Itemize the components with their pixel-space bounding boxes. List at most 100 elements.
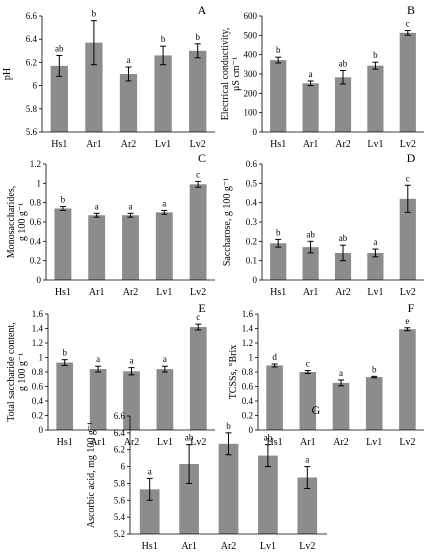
x-tick-label: Ar2 bbox=[333, 437, 349, 448]
bar-lv2 bbox=[297, 477, 318, 534]
bar-ar2 bbox=[332, 382, 350, 430]
significance-letter: a bbox=[127, 55, 131, 65]
y-tick-label: 5.4 bbox=[114, 512, 126, 522]
significance-letter: ab bbox=[185, 433, 194, 443]
bar-lv1 bbox=[154, 55, 172, 132]
panel-letter: A bbox=[198, 3, 207, 17]
x-tick-label: Hs1 bbox=[51, 139, 67, 150]
x-tick-label: Ar2 bbox=[335, 139, 351, 150]
y-tick-label: 0.8 bbox=[242, 367, 254, 377]
x-tick-label: Lv2 bbox=[400, 287, 416, 298]
significance-letter: b bbox=[276, 227, 281, 237]
bar-ar2 bbox=[123, 371, 140, 430]
x-tick-label: Ar1 bbox=[300, 437, 316, 448]
y-axis-label: g 100 g⁻¹ bbox=[17, 203, 28, 241]
x-tick-label: Lv1 bbox=[157, 437, 173, 448]
y-tick-label: 0.2 bbox=[32, 411, 43, 421]
y-tick-label: 6.2 bbox=[26, 57, 37, 67]
significance-letter: b bbox=[92, 9, 97, 19]
y-tick-label: 0.5 bbox=[246, 178, 258, 188]
bar-lv1 bbox=[365, 377, 383, 430]
y-tick-label: 0.6 bbox=[30, 217, 42, 227]
y-axis-label: Total saccharide content, bbox=[6, 322, 17, 422]
y-tick-label: 1.6 bbox=[32, 309, 44, 319]
bar-ar1 bbox=[302, 83, 319, 132]
y-tick-label: 200 bbox=[244, 88, 258, 98]
y-tick-label: 1 bbox=[249, 353, 254, 363]
panel-letter: G bbox=[312, 403, 321, 417]
significance-letter: c bbox=[406, 19, 410, 29]
x-tick-label: Lv2 bbox=[399, 437, 415, 448]
x-tick-label: Ar2 bbox=[335, 287, 351, 298]
x-tick-label: Lv2 bbox=[400, 139, 416, 150]
panel-b: b Hs1 a Ar1 ab Ar2 b Lv1 c Lv2 0 100 200 300 400 500 600… bbox=[220, 3, 424, 150]
panel-letter: C bbox=[198, 151, 206, 165]
x-tick-label: Hs1 bbox=[142, 541, 158, 550]
y-tick-label: 0.4 bbox=[242, 396, 254, 406]
significance-letter: c bbox=[406, 173, 410, 183]
x-tick-label: Hs1 bbox=[267, 437, 283, 448]
significance-letter: a bbox=[95, 201, 99, 211]
panel-c: b Hs1 a Ar1 a Ar2 a Lv1 c Lv2 0 0.2 0.4 0.6 0.8 1 1.2 Mon… bbox=[6, 151, 215, 298]
y-tick-label: 1.4 bbox=[242, 324, 254, 334]
panel-letter: E bbox=[198, 301, 205, 315]
significance-letter: b bbox=[195, 32, 200, 42]
significance-letter: ab bbox=[339, 59, 348, 69]
y-tick-label: 6 bbox=[121, 462, 126, 472]
x-tick-label: Lv1 bbox=[366, 437, 382, 448]
x-tick-label: Lv1 bbox=[367, 139, 383, 150]
bar-lv2 bbox=[189, 184, 207, 280]
bar-ar1 bbox=[179, 464, 199, 534]
significance-letter: b bbox=[373, 50, 378, 60]
bar-hs1 bbox=[56, 362, 74, 430]
y-axis-label: TCSSs, °Brix bbox=[228, 345, 239, 400]
significance-letter: a bbox=[129, 201, 133, 211]
y-tick-label: 500 bbox=[244, 30, 258, 40]
bar-ar1 bbox=[85, 42, 103, 132]
significance-letter: ab bbox=[264, 433, 273, 443]
bar-hs1 bbox=[270, 243, 287, 280]
panel-letter: D bbox=[407, 151, 416, 165]
bar-lv2 bbox=[189, 327, 207, 430]
panel-a: ab Hs1 b Ar1 a Ar2 b Lv1 b Lv2 5.6 5.8 6 6.2 6.4 6.6 pH A bbox=[2, 3, 215, 150]
y-tick-label: 0.1 bbox=[246, 256, 257, 266]
bar-ar2 bbox=[334, 77, 352, 132]
bar-ar2 bbox=[122, 215, 139, 280]
x-tick-label: Ar1 bbox=[86, 139, 102, 150]
significance-letter: a bbox=[305, 455, 309, 465]
y-axis-label: μS cm⁻¹ bbox=[231, 57, 242, 91]
y-axis-label: Ascorbic acid, mg 100 g⁻¹ bbox=[86, 422, 97, 528]
x-tick-label: Ar1 bbox=[303, 287, 319, 298]
significance-letter: d bbox=[272, 352, 277, 362]
y-tick-label: 0.6 bbox=[242, 382, 254, 392]
bar-ar2 bbox=[334, 252, 352, 280]
y-tick-label: 6 bbox=[33, 81, 38, 91]
x-tick-label: Lv1 bbox=[156, 287, 172, 298]
x-tick-label: Ar2 bbox=[221, 541, 237, 550]
bar-lv1 bbox=[367, 65, 384, 132]
y-tick-label: 6.6 bbox=[26, 11, 38, 21]
y-tick-label: 1.2 bbox=[30, 159, 41, 169]
bar-lv2 bbox=[399, 32, 416, 132]
y-tick-label: 0.8 bbox=[30, 198, 42, 208]
bar-hs1 bbox=[270, 60, 287, 132]
significance-letter: a bbox=[96, 354, 100, 364]
x-tick-label: Ar2 bbox=[124, 437, 140, 448]
y-tick-label: 5.6 bbox=[26, 127, 38, 137]
y-tick-label: 0 bbox=[249, 425, 254, 435]
y-tick-label: 1.4 bbox=[32, 324, 44, 334]
y-tick-label: 5.2 bbox=[114, 529, 125, 539]
significance-letter: a bbox=[163, 354, 167, 364]
y-axis-label: pH bbox=[2, 68, 13, 80]
y-tick-label: 0 bbox=[37, 275, 42, 285]
y-tick-label: 600 bbox=[244, 11, 258, 21]
y-axis-label: g 100 g⁻¹ bbox=[17, 353, 28, 391]
significance-letter: c bbox=[306, 359, 310, 369]
y-tick-label: 1.2 bbox=[242, 338, 253, 348]
significance-letter: a bbox=[162, 198, 166, 208]
y-tick-label: 400 bbox=[244, 50, 258, 60]
y-tick-label: 1.6 bbox=[242, 309, 254, 319]
y-tick-label: 0 bbox=[39, 425, 44, 435]
